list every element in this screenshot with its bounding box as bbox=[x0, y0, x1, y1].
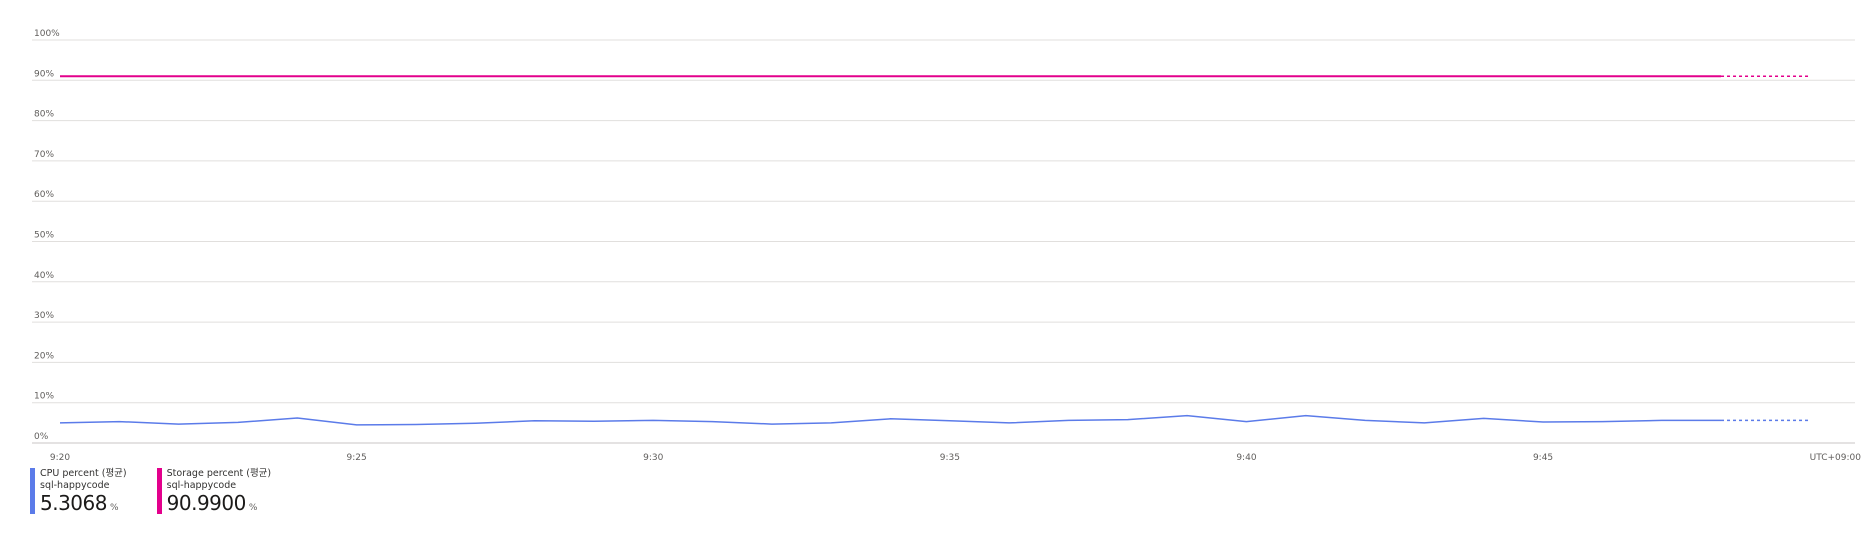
y-tick-label: 20% bbox=[34, 351, 54, 361]
y-tick-label: 90% bbox=[34, 69, 54, 79]
legend-item-storage[interactable]: Storage percent (평균) sql-happycode 90.99… bbox=[156, 468, 272, 515]
y-tick-label: 100% bbox=[34, 29, 60, 39]
y-tick-label: 0% bbox=[34, 432, 49, 442]
y-tick-label: 70% bbox=[34, 150, 54, 160]
y-tick-label: 80% bbox=[34, 110, 54, 120]
x-tick-label: 9:30 bbox=[643, 453, 663, 463]
cpu-series-resource: sql-happycode bbox=[40, 480, 110, 491]
grid-lines bbox=[32, 39, 1855, 444]
x-tick-label: 9:25 bbox=[347, 453, 367, 463]
line-chart: 100%90%80%70%60%50%40%30%20%10%0% 9:20 9:… bbox=[32, 29, 1862, 463]
y-tick-label: 40% bbox=[34, 271, 54, 281]
storage-summary-value: 90.9900 bbox=[166, 491, 247, 515]
storage-series-resource: sql-happycode bbox=[166, 480, 237, 491]
cpu-color-swatch bbox=[30, 468, 35, 514]
cpu-series-name: CPU percent (평균) bbox=[40, 468, 127, 479]
x-tick-label: 9:35 bbox=[940, 453, 960, 463]
legend-item-cpu[interactable]: CPU percent (평균) sql-happycode 5.3068 % bbox=[30, 468, 127, 514]
series-lines bbox=[59, 75, 1810, 426]
cpu-summary-value: 5.3068 bbox=[40, 491, 107, 515]
series-line-0[interactable] bbox=[59, 414, 1721, 426]
storage-series-name: Storage percent (평균) bbox=[166, 468, 272, 479]
y-axis-tick-labels: 100% 90% 80% 70% 60% 50% 40% 30% 20% 10% 0% bbox=[34, 29, 60, 442]
x-axis-tick-labels: 9:20 9:25 9:30 9:35 9:40 9:45 bbox=[50, 453, 1553, 463]
chart-legend: CPU percent (평균) sql-happycode 5.3068 % … bbox=[30, 468, 271, 514]
storage-color-swatch bbox=[156, 468, 162, 514]
cpu-summary-unit: % bbox=[109, 503, 119, 513]
y-tick-label: 50% bbox=[34, 231, 54, 241]
y-tick-label: 10% bbox=[34, 392, 54, 402]
y-tick-label: 60% bbox=[34, 190, 54, 200]
y-tick-label: 30% bbox=[34, 311, 54, 321]
timezone-label: UTC+09:00 bbox=[1810, 453, 1862, 463]
x-tick-label: 9:20 bbox=[50, 453, 70, 463]
storage-summary-unit: % bbox=[248, 503, 258, 513]
x-tick-label: 9:45 bbox=[1533, 453, 1553, 463]
x-tick-label: 9:40 bbox=[1236, 453, 1256, 463]
